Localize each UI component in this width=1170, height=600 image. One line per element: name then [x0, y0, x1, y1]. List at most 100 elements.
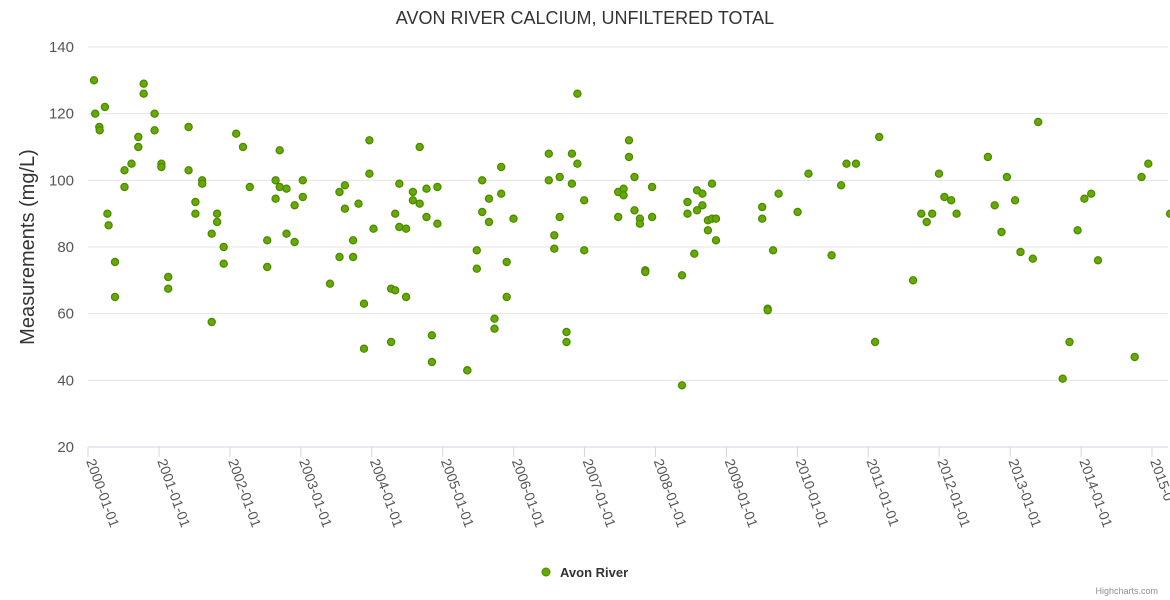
data-point[interactable] [219, 259, 228, 268]
data-point[interactable] [282, 184, 291, 193]
data-point[interactable] [207, 229, 216, 238]
data-point[interactable] [298, 192, 307, 202]
data-point[interactable] [408, 196, 418, 205]
data-point[interactable] [427, 357, 437, 367]
data-point[interactable] [630, 172, 639, 182]
data-point[interactable] [550, 244, 559, 253]
data-point[interactable] [134, 142, 143, 152]
data-point[interactable] [110, 292, 120, 302]
data-point[interactable] [275, 182, 284, 192]
data-point[interactable] [690, 249, 699, 258]
data-point[interactable] [677, 381, 687, 390]
credits[interactable]: Highcharts.com [1095, 586, 1158, 596]
data-point[interactable] [395, 179, 404, 188]
data-point[interactable] [711, 214, 721, 223]
data-point[interactable] [908, 276, 918, 285]
data-point[interactable] [271, 194, 280, 203]
data-point[interactable] [365, 169, 374, 178]
data-point[interactable] [677, 271, 687, 280]
data-point[interactable] [472, 264, 481, 273]
data-point[interactable] [875, 132, 884, 142]
data-point[interactable] [1080, 194, 1089, 203]
data-point[interactable] [391, 209, 400, 218]
data-point[interactable] [212, 209, 222, 218]
legend[interactable]: Avon River [541, 565, 628, 580]
data-point[interactable] [497, 162, 506, 172]
data-point[interactable] [917, 209, 926, 218]
data-point[interactable] [150, 126, 159, 135]
data-point[interactable] [550, 231, 559, 240]
data-point[interactable] [191, 209, 200, 218]
data-point[interactable] [139, 89, 148, 98]
data-point[interactable] [433, 182, 442, 192]
data-point[interactable] [490, 324, 499, 333]
data-point[interactable] [127, 159, 136, 168]
data-point[interactable] [928, 209, 937, 218]
data-point[interactable] [163, 272, 173, 282]
data-point[interactable] [922, 217, 931, 227]
data-point[interactable] [478, 176, 487, 185]
data-point[interactable] [793, 207, 802, 217]
data-point[interactable] [197, 179, 207, 188]
data-point[interactable] [335, 252, 344, 262]
data-point[interactable] [698, 189, 707, 198]
data-point[interactable] [758, 202, 767, 212]
data-point[interactable] [212, 217, 222, 227]
data-point[interactable] [619, 191, 628, 200]
data-point[interactable] [340, 204, 350, 213]
data-point[interactable] [386, 337, 396, 347]
data-point[interactable] [703, 226, 713, 235]
data-point[interactable] [359, 299, 369, 308]
data-point[interactable] [698, 201, 707, 210]
data-point[interactable] [325, 279, 335, 288]
data-point[interactable] [1165, 209, 1170, 218]
data-point[interactable] [573, 89, 582, 98]
data-point[interactable] [245, 182, 254, 192]
data-point[interactable] [120, 166, 129, 175]
data-point[interactable] [184, 122, 193, 132]
data-point[interactable] [110, 257, 120, 267]
data-point[interactable] [573, 159, 582, 168]
data-point[interactable] [354, 199, 363, 208]
data-point[interactable] [401, 292, 411, 302]
data-point[interactable] [774, 189, 783, 198]
data-point[interactable] [263, 236, 272, 245]
data-point[interactable] [290, 201, 299, 210]
data-point[interactable] [100, 102, 110, 112]
data-point[interactable] [365, 136, 374, 145]
data-point[interactable] [348, 252, 358, 262]
data-point[interactable] [624, 136, 634, 145]
data-point[interactable] [711, 236, 721, 245]
data-point[interactable] [422, 184, 431, 193]
data-point[interactable] [120, 182, 129, 192]
data-point[interactable] [683, 197, 692, 207]
data-point[interactable] [683, 209, 692, 218]
data-point[interactable] [1002, 172, 1012, 182]
data-point[interactable] [103, 209, 112, 218]
data-point[interactable] [157, 162, 166, 172]
data-point[interactable] [1137, 172, 1146, 182]
data-point[interactable] [348, 236, 358, 245]
data-point[interactable] [624, 152, 634, 162]
data-point[interactable] [509, 214, 518, 223]
data-point[interactable] [104, 221, 113, 230]
data-point[interactable] [1033, 117, 1043, 127]
data-point[interactable] [484, 194, 494, 203]
data-point[interactable] [478, 207, 487, 217]
data-point[interactable] [1144, 159, 1153, 168]
data-point[interactable] [1086, 189, 1096, 198]
data-point[interactable] [952, 209, 961, 218]
data-point[interactable] [139, 79, 148, 88]
data-point[interactable] [567, 149, 577, 158]
data-point[interactable] [207, 317, 216, 327]
data-point[interactable] [275, 146, 284, 155]
data-point[interactable] [335, 187, 344, 197]
data-point[interactable] [433, 219, 442, 228]
data-point[interactable] [641, 267, 650, 277]
data-point[interactable] [707, 179, 717, 188]
data-point[interactable] [614, 212, 623, 222]
data-point[interactable] [1093, 256, 1103, 265]
data-point[interactable] [150, 109, 159, 118]
data-point[interactable] [191, 197, 200, 207]
data-point[interactable] [263, 262, 272, 272]
